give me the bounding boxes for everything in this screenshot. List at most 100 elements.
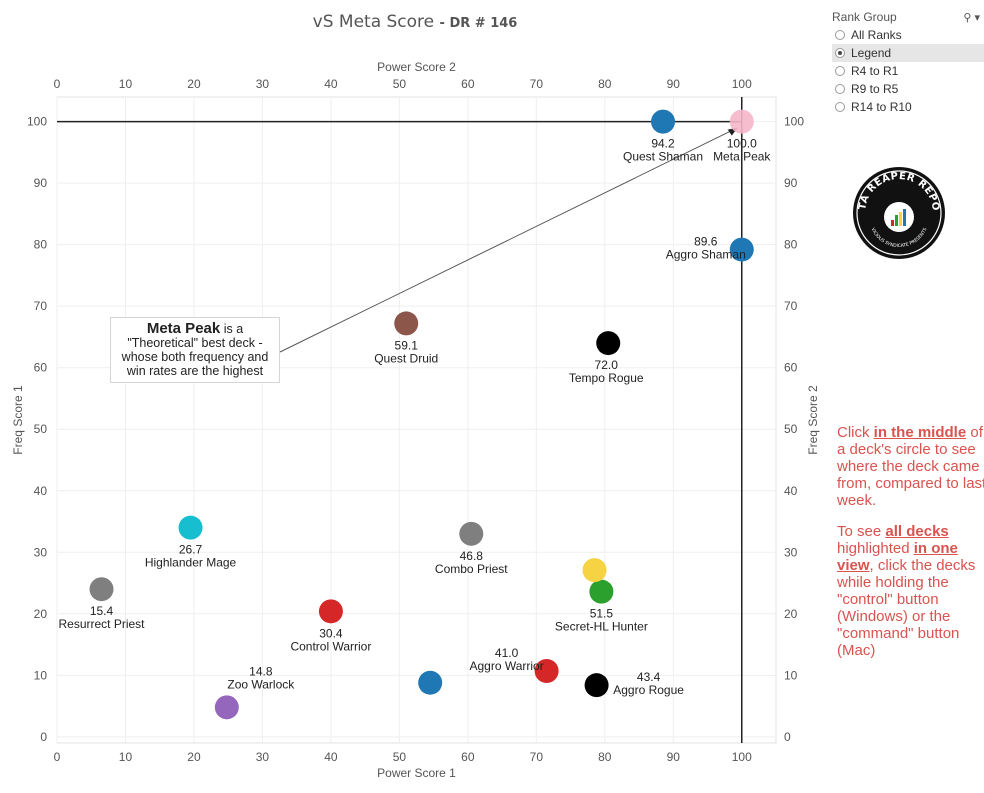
deck-label-secret-hl-hunter: Secret-HL Hunter bbox=[555, 620, 648, 634]
deck-point-quest-shaman[interactable] bbox=[651, 109, 676, 134]
x-tick-label-top: 20 bbox=[187, 77, 201, 91]
deck-point-resurrect-priest[interactable] bbox=[89, 577, 114, 602]
x-tick-label-bottom: 10 bbox=[119, 750, 133, 764]
x-axis-title-top: Power Score 2 bbox=[377, 60, 456, 74]
y-axis-title: Freq Score 1 bbox=[11, 385, 25, 455]
y-tick-label-right: 60 bbox=[784, 361, 798, 375]
help-text-span: highlighted bbox=[837, 540, 914, 557]
x-tick-label-top: 100 bbox=[732, 77, 752, 91]
x-tick-label-bottom: 60 bbox=[461, 750, 475, 764]
y-tick-label-left: 50 bbox=[34, 422, 48, 436]
radio-icon[interactable] bbox=[835, 102, 845, 112]
annotation-line3: whose both frequency and bbox=[121, 350, 269, 364]
dropdown-arrow-icon[interactable]: ▾ bbox=[974, 11, 980, 24]
rank-option-r9-r5[interactable]: R9 to R5 bbox=[832, 80, 984, 98]
y-tick-label-left: 30 bbox=[34, 545, 48, 559]
help-emphasis: in one view bbox=[837, 540, 958, 574]
rank-option-label: Legend bbox=[851, 46, 892, 60]
rank-option-label: R14 to R10 bbox=[851, 100, 912, 114]
deck-score-zoo-warlock: 14.8 bbox=[249, 664, 273, 678]
annotation-line2: "Theoretical" best deck - bbox=[127, 336, 263, 350]
deck-point-aggro-warrior[interactable] bbox=[534, 659, 559, 684]
y-tick-label-right: 70 bbox=[784, 299, 798, 313]
deck-label-zoo-warlock: Zoo Warlock bbox=[227, 677, 295, 691]
y-tick-label-right: 80 bbox=[784, 238, 798, 252]
meta-peak-annotation: Meta Peak is a "Theoretical" best deck -… bbox=[110, 317, 280, 383]
y-tick-label-right: 50 bbox=[784, 422, 798, 436]
x-tick-label-bottom: 80 bbox=[598, 750, 612, 764]
rank-option-r4-r1[interactable]: R4 to R1 bbox=[832, 62, 984, 80]
radio-icon[interactable] bbox=[835, 30, 845, 40]
deck-score-resurrect-priest: 15.4 bbox=[90, 604, 114, 618]
help-text-span: Click bbox=[837, 424, 874, 441]
rank-option-label: R9 to R5 bbox=[851, 82, 899, 96]
y-tick-label-left: 60 bbox=[34, 361, 48, 375]
deck-score-meta-peak: 100.0 bbox=[727, 137, 757, 151]
x-tick-label-top: 90 bbox=[667, 77, 681, 91]
annotation-arrow-line bbox=[279, 128, 736, 353]
help-emphasis: in the middle bbox=[873, 424, 967, 441]
y-axis-title-right: Freq Score 2 bbox=[806, 385, 820, 455]
deck-point-highlander-mage[interactable] bbox=[178, 515, 203, 540]
y-tick-label-right: 100 bbox=[784, 115, 804, 129]
y-tick-label-right: 30 bbox=[784, 545, 798, 559]
deck-point-secret-hl-hunter[interactable] bbox=[589, 579, 614, 604]
deck-point-combo-priest[interactable] bbox=[459, 521, 484, 546]
deck-score-aggro-rogue: 43.4 bbox=[637, 670, 661, 684]
y-tick-label-right: 40 bbox=[784, 484, 798, 498]
y-tick-label-left: 70 bbox=[34, 299, 48, 313]
deck-point-quest-druid[interactable] bbox=[394, 311, 419, 336]
deck-point-zoo-warlock[interactable] bbox=[214, 695, 239, 720]
rank-option-legend[interactable]: Legend bbox=[832, 44, 984, 62]
y-tick-label-left: 40 bbox=[34, 484, 48, 498]
deck-point-aggro-rogue[interactable] bbox=[584, 673, 609, 698]
deck-point-control-warrior[interactable] bbox=[318, 599, 343, 624]
x-tick-label-bottom: 90 bbox=[667, 750, 681, 764]
x-tick-label-top: 0 bbox=[54, 77, 61, 91]
radio-selected-icon[interactable] bbox=[835, 48, 845, 58]
deck-label-quest-shaman: Quest Shaman bbox=[623, 150, 703, 164]
chart-title-text: vS Meta Score bbox=[312, 12, 435, 32]
rank-group-filter: Rank Group ⚲ ▾ All Ranks Legend R4 to R1… bbox=[832, 8, 984, 116]
rank-option-label: All Ranks bbox=[851, 28, 902, 42]
deck-point-aggro-shaman[interactable] bbox=[729, 237, 754, 262]
deck-point-meta-peak[interactable] bbox=[729, 109, 754, 134]
rank-group-tools: ⚲ ▾ bbox=[963, 11, 980, 24]
deck-score-control-warrior: 30.4 bbox=[319, 626, 343, 640]
annotation-bold: Meta Peak bbox=[146, 320, 221, 337]
y-tick-label-right: 90 bbox=[784, 176, 798, 190]
deck-score-aggro-shaman: 89.6 bbox=[694, 235, 718, 249]
chart-subtitle-dash: - bbox=[439, 16, 450, 31]
rank-group-label: Rank Group bbox=[832, 10, 897, 24]
y-tick-label-left: 100 bbox=[27, 115, 47, 129]
help-text-span: of a deck's circle to see where the deck… bbox=[837, 424, 984, 509]
rank-option-all-ranks[interactable]: All Ranks bbox=[832, 26, 984, 44]
radio-icon[interactable] bbox=[835, 66, 845, 76]
x-tick-label-top: 30 bbox=[256, 77, 270, 91]
y-tick-label-left: 0 bbox=[40, 730, 47, 744]
deck-label-aggro-shaman: Aggro Shaman bbox=[666, 248, 746, 262]
deck-score-highlander-mage: 26.7 bbox=[179, 543, 203, 557]
x-tick-label-bottom: 50 bbox=[393, 750, 407, 764]
deck-label-aggro-rogue: Aggro Rogue bbox=[613, 683, 684, 697]
deck-point-unlabeled-9[interactable] bbox=[582, 558, 607, 583]
help-text: Click in the middle of a deck's circle t… bbox=[837, 424, 984, 673]
rank-option-r14-r10[interactable]: R14 to R10 bbox=[832, 98, 984, 116]
radio-icon[interactable] bbox=[835, 84, 845, 94]
deck-point-unlabeled-12[interactable] bbox=[418, 670, 443, 695]
x-tick-label-bottom: 40 bbox=[324, 750, 338, 764]
deck-point-tempo-rogue[interactable] bbox=[596, 331, 621, 356]
x-tick-label-bottom: 0 bbox=[54, 750, 61, 764]
help-paragraph-2: To see all decks highlighted in one view… bbox=[837, 523, 984, 659]
deck-score-aggro-warrior: 41.0 bbox=[495, 646, 519, 660]
x-tick-label-bottom: 70 bbox=[530, 750, 544, 764]
deck-label-aggro-warrior: Aggro Warrior bbox=[469, 659, 543, 673]
x-tick-label-top: 80 bbox=[598, 77, 612, 91]
chart-subtitle: DR # 146 bbox=[449, 16, 518, 31]
x-tick-label-bottom: 100 bbox=[732, 750, 752, 764]
search-icon[interactable]: ⚲ bbox=[963, 11, 972, 24]
chart-title: vS Meta Score - DR # 146 bbox=[0, 12, 830, 32]
annotation-line4: win rates are the highest bbox=[126, 364, 264, 378]
x-tick-label-top: 60 bbox=[461, 77, 475, 91]
